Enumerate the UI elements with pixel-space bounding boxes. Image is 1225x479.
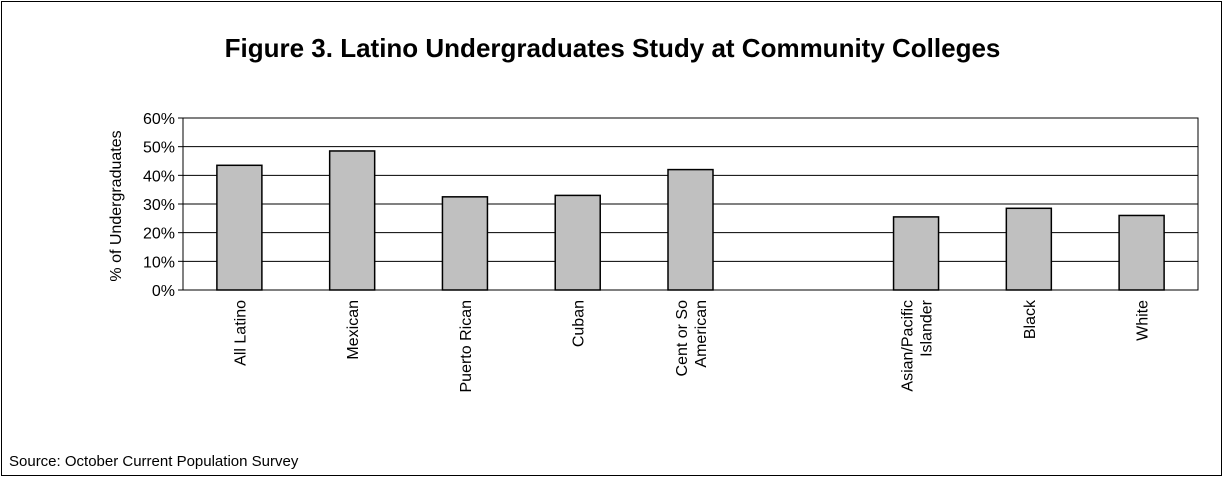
bar [554,194,601,291]
chart-title: Figure 3. Latino Undergraduates Study at… [224,33,1001,63]
bar [216,164,263,291]
bar [328,150,376,291]
x-tick-label: Islander [919,299,936,357]
bar [441,196,489,291]
bar [667,168,714,291]
y-tick-label: 50% [143,140,175,157]
x-tick-label: Cuban [571,300,588,347]
y-tick-label: 60% [143,111,175,128]
x-tick-label: American [693,300,710,368]
x-tick-label: Puerto Rican [458,300,475,393]
y-tick-label: 0% [152,283,175,300]
y-tick-label: 20% [143,226,175,243]
x-tick-label: All Latino [232,300,249,366]
x-tick-label: Mexican [345,300,362,360]
bar [892,216,940,291]
bar [1118,214,1165,291]
x-tick-label: White [1135,300,1152,341]
source-note: Source: October Current Population Surve… [9,453,299,470]
y-tick-label: 40% [143,168,175,185]
y-axis-label: % of Undergraduates [108,130,125,281]
x-tick-label: Black [1022,299,1039,339]
y-tick-label: 10% [143,254,175,271]
y-tick-label: 30% [143,197,175,214]
x-tick-label: Asian/Pacific [900,300,917,392]
bar [1005,207,1053,291]
x-tick-label: Cent or So [674,300,691,377]
